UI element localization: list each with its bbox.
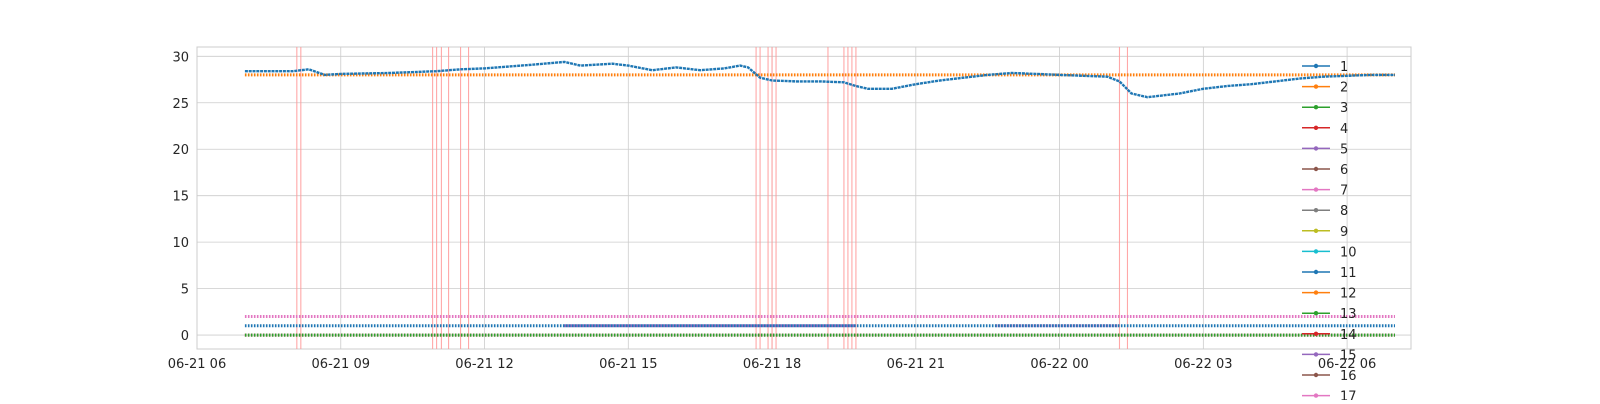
legend-2-marker	[1313, 84, 1319, 89]
legend-8-label: 8	[1340, 204, 1348, 219]
y-tick-label: 15	[172, 190, 189, 205]
legend-10-marker	[1313, 249, 1319, 254]
legend-5-marker	[1313, 146, 1319, 151]
legend-13-marker	[1313, 311, 1319, 316]
x-tick-label: 06-21 06	[168, 357, 226, 372]
x-tick-label: 06-21 09	[312, 357, 370, 372]
legend-12-label: 12	[1340, 287, 1357, 302]
legend-17-marker	[1313, 393, 1319, 398]
legend-6-marker	[1313, 166, 1319, 172]
x-tick-label: 06-22 00	[1030, 357, 1088, 372]
x-tick-label: 06-22 03	[1174, 357, 1232, 372]
legend-8-marker	[1313, 208, 1319, 213]
axes-frame	[196, 46, 1412, 350]
y-tick-label: 25	[172, 97, 189, 112]
y-tick-label: 20	[172, 143, 189, 158]
legend-6-label: 6	[1340, 163, 1348, 178]
legend-11-label: 11	[1340, 266, 1357, 281]
legend-3-label: 3	[1340, 101, 1348, 116]
plot-area: 06-21 06 06-21 09 06-21 12 06-21 15 06-21 18…	[168, 46, 1412, 372]
x-tick-label: 06-21 18	[743, 357, 801, 372]
y-tick-label: 5	[181, 283, 189, 298]
legend-5-label: 5	[1340, 142, 1348, 157]
legend-12-marker	[1313, 290, 1319, 295]
x-tick-label: 06-21 21	[887, 357, 945, 372]
x-tick-label: 06-22 06	[1318, 357, 1376, 372]
legend-16-marker	[1313, 372, 1319, 378]
x-tick-label: 06-21 12	[455, 357, 513, 372]
legend-15-marker	[1313, 352, 1319, 357]
legend-16-label: 16	[1340, 369, 1357, 384]
y-tick-label: 10	[172, 236, 189, 251]
legend-7-marker	[1313, 187, 1319, 192]
legend-14-label: 14	[1340, 328, 1357, 343]
y-tick-label: 30	[172, 50, 189, 65]
legend-14-marker	[1313, 331, 1319, 336]
legend-2-label: 2	[1340, 81, 1348, 96]
legend-9-label: 9	[1340, 225, 1348, 240]
y-tick-label: 0	[181, 329, 189, 344]
legend-4-marker	[1313, 125, 1319, 130]
legend-4-label: 4	[1340, 122, 1348, 137]
legend-9-marker	[1313, 228, 1319, 233]
legend-1-marker	[1313, 63, 1319, 69]
series-1-line	[244, 60, 1395, 99]
legend-1-label: 1	[1340, 60, 1348, 75]
legend-7-label: 7	[1340, 184, 1348, 199]
legend-3-marker	[1313, 105, 1319, 110]
x-tick-label: 06-21 15	[599, 357, 657, 372]
legend-11-marker	[1313, 269, 1319, 275]
legend-15-label: 15	[1340, 348, 1357, 363]
legend-10-label: 10	[1340, 245, 1357, 260]
legend-13-label: 13	[1340, 307, 1357, 322]
legend-17-label: 17	[1340, 390, 1357, 400]
